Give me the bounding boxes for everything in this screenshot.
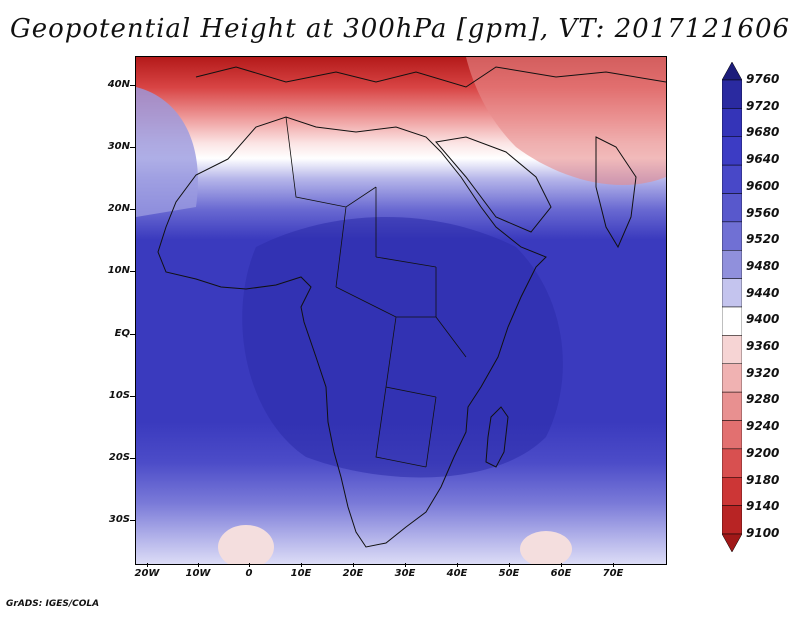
colorbar (722, 62, 742, 552)
lat-tick (130, 458, 135, 459)
lat-tick (130, 147, 135, 148)
lat-label-30n: 30N (107, 141, 130, 152)
colorbar-swatch (722, 363, 742, 393)
africa-coastline (157, 116, 547, 548)
colorbar-label: 9240 (746, 419, 780, 434)
colorbar-swatch (722, 221, 742, 251)
lat-tick (130, 334, 135, 335)
lat-label-10n: 10N (107, 265, 130, 276)
colorbar-label: 9440 (746, 285, 780, 300)
colorbar-label: 9760 (746, 72, 780, 86)
lat-label-30s: 30S (108, 514, 130, 525)
deep-core (242, 217, 563, 478)
colorbar-swatch (722, 193, 742, 223)
lon-label-20w: 20W (134, 568, 160, 579)
colorbar-bottom-arrow (722, 533, 742, 552)
lon-label-40e: 40E (446, 568, 468, 579)
colorbar-label: 9600 (746, 178, 780, 193)
western-trough (136, 87, 198, 217)
colorbar-label: 9360 (746, 339, 780, 354)
lon-label-60e: 60E (550, 568, 572, 579)
colorbar-label: 9400 (746, 312, 780, 327)
colorbar-swatch (722, 477, 742, 506)
lat-tick (130, 396, 135, 397)
colorbar-swatch (722, 335, 742, 364)
colorbar-label: 9480 (746, 258, 780, 273)
colorbar-swatch (722, 306, 742, 336)
lon-label-70e: 70E (602, 568, 624, 579)
india-coastline (595, 136, 637, 249)
lon-tick (147, 563, 148, 567)
southern-ridge-west (218, 525, 274, 564)
colorbar-swatch (722, 250, 742, 279)
colorbar-label: 9200 (746, 445, 780, 460)
lon-tick (561, 563, 562, 567)
colorbar-label: 9640 (746, 152, 780, 167)
colorbar-swatch (722, 164, 742, 194)
lon-tick (405, 563, 406, 567)
lat-tick (130, 85, 135, 86)
lat-label-20n: 20N (107, 203, 130, 214)
lat-label-20s: 20S (108, 452, 130, 463)
colorbar-swatch (722, 108, 742, 137)
madagascar-coastline (485, 406, 509, 468)
colorbar-label: 9140 (746, 499, 780, 514)
colorbar-swatch (722, 448, 742, 478)
colorbar-label: 9280 (746, 392, 780, 407)
colorbar-label: 9720 (746, 98, 780, 113)
southern-ridge-east (520, 531, 572, 564)
colorbar-swatch (722, 278, 742, 308)
colorbar-label: 9560 (746, 205, 780, 220)
colorbar-label: 9680 (746, 125, 780, 140)
colorbar-swatch (722, 79, 742, 109)
colorbar-label: 9520 (746, 232, 780, 247)
lon-tick (249, 563, 250, 567)
lon-tick (198, 563, 199, 567)
lat-tick (130, 520, 135, 521)
colorbar-label: 9100 (746, 526, 780, 540)
lat-tick (130, 209, 135, 210)
lon-label-50e: 50E (498, 568, 520, 579)
colorbar-label: 9180 (746, 472, 780, 487)
map-canvas (136, 57, 666, 564)
colorbar-top-arrow (722, 62, 742, 81)
ridge-northeast (466, 57, 666, 186)
lat-tick (130, 271, 135, 272)
colorbar-swatch (722, 420, 742, 450)
credit-text: GrADS: IGES/COLA (6, 599, 100, 609)
lon-label-30e: 30E (394, 568, 416, 579)
lon-tick (353, 563, 354, 567)
colorbar-swatch (722, 136, 742, 166)
lon-label-20e: 20E (342, 568, 364, 579)
arabia-coastline (435, 136, 552, 233)
lat-label-10s: 10S (108, 390, 130, 401)
lon-label-10e: 10E (290, 568, 312, 579)
lon-tick (613, 563, 614, 567)
colorbar-label: 9320 (746, 365, 780, 380)
country-borders (285, 116, 467, 468)
lon-label-10w: 10W (185, 568, 211, 579)
colorbar-swatch (722, 391, 742, 421)
lon-tick (301, 563, 302, 567)
lon-label-0: 0 (245, 568, 253, 579)
lat-label-40n: 40N (107, 79, 130, 90)
colorbar-swatch (722, 505, 742, 535)
page-title: Geopotential Height at 300hPa [gpm], VT:… (9, 14, 791, 44)
map-panel (135, 56, 667, 565)
lon-tick (457, 563, 458, 567)
lon-tick (509, 563, 510, 567)
europe-coastline (195, 66, 666, 88)
lat-label-eq: EQ (114, 328, 130, 339)
